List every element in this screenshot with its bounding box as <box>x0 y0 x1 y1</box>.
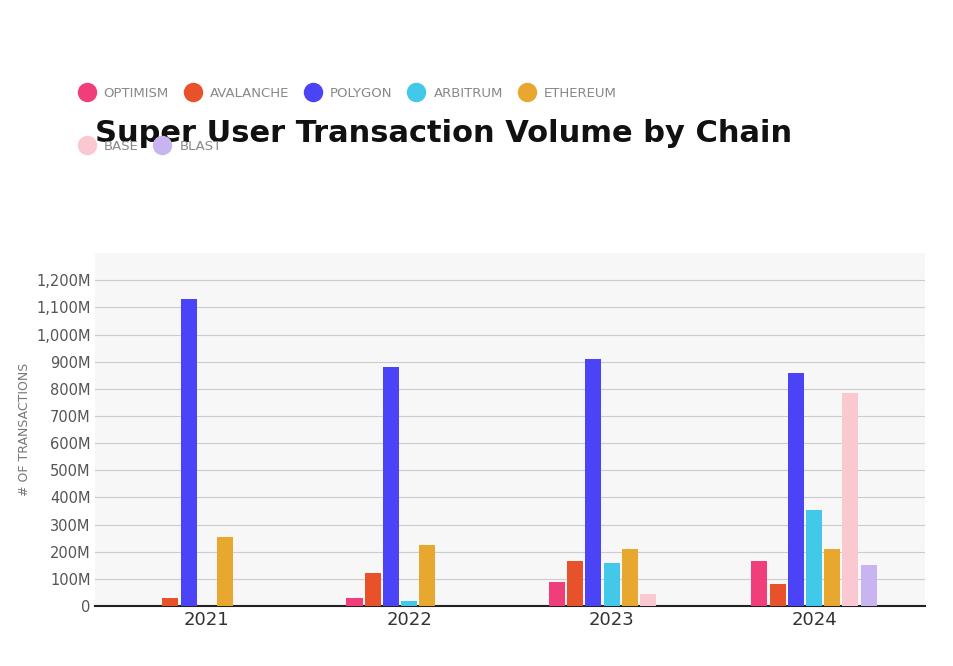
Legend: BASE, BLAST: BASE, BLAST <box>73 140 221 153</box>
Bar <box>805 509 821 606</box>
Bar <box>751 561 766 606</box>
Bar <box>216 537 233 606</box>
Bar <box>769 584 785 606</box>
Bar <box>639 594 656 606</box>
Bar <box>787 372 803 606</box>
Bar <box>823 549 840 606</box>
Legend: OPTIMISM, AVALANCHE, POLYGON, ARBITRUM, ETHEREUM: OPTIMISM, AVALANCHE, POLYGON, ARBITRUM, … <box>73 87 616 99</box>
Bar <box>162 598 178 606</box>
Bar <box>346 598 362 606</box>
Y-axis label: # OF TRANSACTIONS: # OF TRANSACTIONS <box>18 363 31 496</box>
Bar <box>419 545 435 606</box>
Bar <box>566 561 582 606</box>
Bar <box>621 549 638 606</box>
Bar <box>382 367 398 606</box>
Bar <box>180 299 196 606</box>
Bar <box>548 581 564 606</box>
Bar <box>860 565 876 606</box>
Bar <box>400 601 416 606</box>
Text: Super User Transaction Volume by Chain: Super User Transaction Volume by Chain <box>95 119 792 148</box>
Bar <box>841 393 858 606</box>
Bar <box>603 563 619 606</box>
Bar <box>585 359 600 606</box>
Bar <box>364 573 380 606</box>
